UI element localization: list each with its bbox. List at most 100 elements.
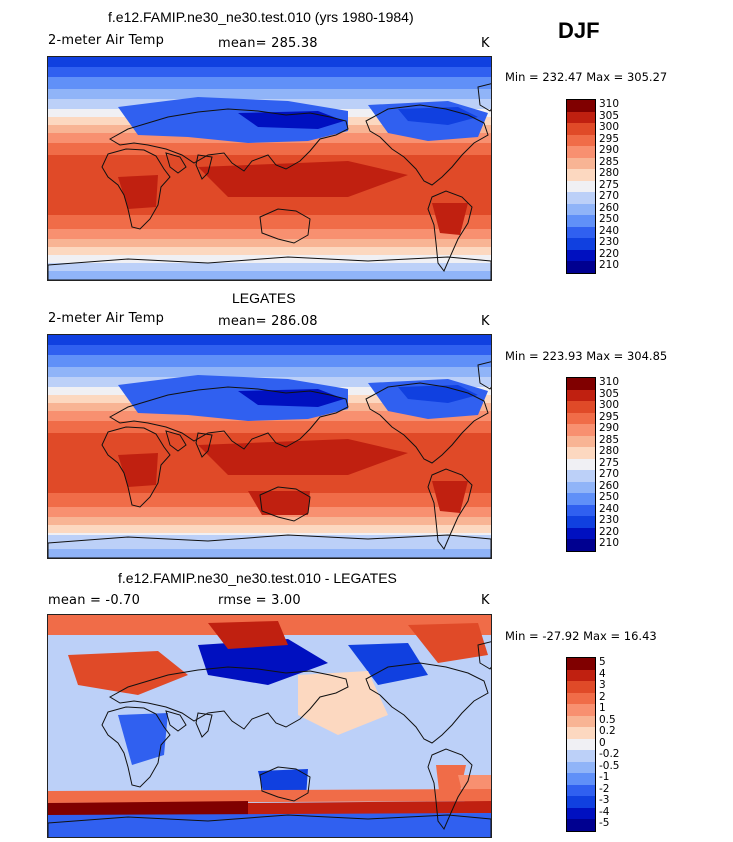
colorbar-swatch [567,238,595,250]
map-field-region [398,385,478,403]
colorbar-tick-label: -2 [599,782,610,795]
colorbar-tick-label: 290 [599,422,620,434]
colorbar-tick-label: 270 [599,190,620,202]
colorbar-tick-label: 220 [599,247,620,260]
colorbar-tick-label: 5 [599,656,606,668]
colorbar-tick-label: 0.2 [599,725,616,737]
colorbar-swatch [567,704,595,716]
colorbar-swatch [567,516,595,528]
colorbar-tick-label: 300 [599,399,620,411]
mean-label-model: mean= 285.38 [218,36,318,51]
colorbar-tick-label: 260 [599,479,620,492]
colorbar-tick-label: 220 [599,525,620,538]
colorbar-model [566,99,596,274]
colorbar-tick-label: -1 [599,771,610,783]
coastline [259,208,311,244]
map-color-band [48,367,491,377]
minmax-obs: Min = 223.93 Max = 304.85 [505,349,668,363]
map-field-region [432,203,468,235]
colorbar-tick-label: 250 [599,213,620,225]
map-field-region [238,111,344,129]
colorbar-swatch [567,715,595,727]
map-field-region [408,623,488,663]
map-color-band [48,345,491,355]
colorbar-tick-label: 210 [599,259,620,271]
map-color-band [48,517,491,525]
colorbar-swatch [567,681,595,693]
colorbar-swatch [567,215,595,227]
coastline [477,83,491,112]
map-color-band [48,271,491,280]
colorbar-swatch [567,481,595,493]
coastline [109,108,349,172]
coastline [365,104,489,186]
colorbar-swatch [567,819,595,831]
map-color-band [48,355,491,367]
map-field-region [48,535,491,549]
coastline [165,152,213,180]
coastline [365,382,489,464]
colorbar-tick-label: 295 [599,410,620,423]
colorbar-swatch [567,192,595,204]
mean-label-obs: mean= 286.08 [218,314,318,329]
map-color-band [48,263,491,271]
map-field-region [198,639,328,685]
colorbar-obs [566,377,596,552]
map-color-band [48,421,491,433]
panel-title-obs: LEGATES [232,290,296,306]
map-field-region [198,161,408,197]
colorbar-swatch [567,470,595,482]
map-field-region [432,481,468,513]
colorbar-tick-label: 275 [599,456,620,469]
colorbar-swatch [567,784,595,796]
colorbar-tick-label: 290 [599,144,620,156]
colorbar-tick-label: 3 [599,679,606,691]
map-field-region [248,801,491,815]
map-color-band [48,229,491,239]
colorbar-tick-label: 270 [599,468,620,480]
map-field-region [118,375,348,421]
map-field-region [48,801,248,815]
colorbar-tick-label: -0.5 [599,759,620,772]
colorbar-swatch [567,169,595,181]
coastline [48,256,491,280]
colorbar-tick-label: 285 [599,433,620,446]
colorbar-swatch [567,796,595,808]
coastline [165,710,213,738]
map-field-region [198,439,408,475]
season-label: DJF [558,18,600,43]
colorbar-tick-label: 210 [599,537,620,549]
map-color-band [48,255,491,263]
colorbar-tick-label: -0.2 [599,748,620,760]
colorbar-tick-label: 305 [599,109,620,122]
colorbar-swatch [567,669,595,681]
colorbar-swatch [567,692,595,704]
colorbar-swatch [567,180,595,192]
colorbar-swatch [567,261,595,273]
coastline [109,386,349,450]
coastline [477,641,491,670]
colorbar-tick-label: 2 [599,690,606,703]
map-model [47,56,492,281]
colorbar-swatch [567,458,595,470]
colorbar-swatch [567,539,595,551]
colorbar-swatch [567,146,595,158]
map-field-region [48,789,491,803]
colorbar-swatch [567,111,595,123]
unit-label-obs: K [481,314,490,329]
coastline [365,662,489,744]
minmax-model: Min = 232.47 Max = 305.27 [505,70,668,84]
colorbar-swatch [567,493,595,505]
colorbar-swatch [567,134,595,146]
coastline [259,486,311,522]
coastline [101,706,171,788]
map-field-region [248,491,310,515]
colorbar-swatch [567,378,595,390]
colorbar-tick-label: 260 [599,201,620,214]
unit-label-model: K [481,36,490,51]
coastline [165,430,213,458]
colorbar-tick-label: 250 [599,491,620,503]
map-color-band [48,143,491,155]
colorbar-swatch [567,750,595,762]
map-color-band [48,77,491,89]
